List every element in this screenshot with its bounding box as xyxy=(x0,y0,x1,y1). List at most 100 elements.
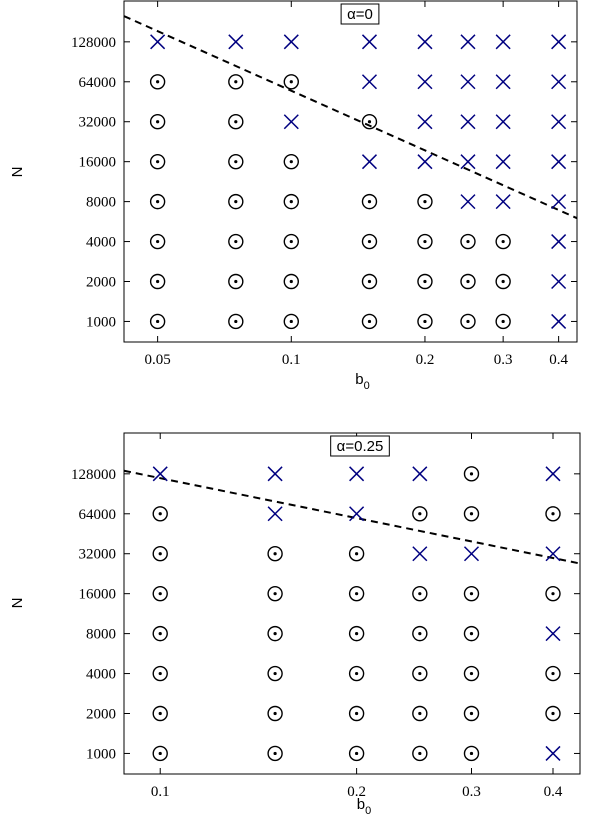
circle-ring xyxy=(267,546,283,562)
circle-dot-marker xyxy=(495,313,511,330)
circle-ring xyxy=(149,74,166,90)
circle-center-dot xyxy=(501,319,505,324)
cross-marker xyxy=(545,745,561,761)
circle-dot-marker xyxy=(463,705,480,722)
circle-dot-marker xyxy=(361,313,378,330)
circle-ring xyxy=(267,705,283,722)
cross-stroke xyxy=(417,74,433,90)
y-tick-label: 1000 xyxy=(86,314,116,330)
circle-ring xyxy=(267,585,283,602)
circle-dot-marker xyxy=(267,585,283,602)
cross-marker xyxy=(495,74,511,90)
circle-dot-marker xyxy=(149,153,166,170)
circle-center-dot xyxy=(418,671,422,676)
chart-title-box xyxy=(340,3,380,25)
cross-marker xyxy=(152,466,168,482)
circle-center-dot xyxy=(273,671,277,676)
cross-stroke xyxy=(152,466,168,482)
circle-ring xyxy=(361,193,378,210)
cross-marker xyxy=(551,234,567,250)
circle-ring xyxy=(460,233,476,250)
y-axis-label: N xyxy=(9,598,26,609)
x-tick-label: 0.2 xyxy=(416,352,435,368)
circle-dot-marker xyxy=(412,585,428,602)
circle-ring xyxy=(152,585,168,602)
circle-ring xyxy=(228,114,244,130)
circle-ring xyxy=(283,193,299,210)
circle-center-dot xyxy=(273,552,277,556)
x-tick-label: 0.3 xyxy=(494,352,513,368)
circle-ring xyxy=(228,193,244,210)
chart-title: α=0 xyxy=(340,3,380,25)
circle-dot-marker xyxy=(152,625,168,642)
circle-ring xyxy=(149,193,166,210)
circle-ring xyxy=(149,233,166,250)
cross-marker xyxy=(545,626,561,642)
circle-ring xyxy=(460,313,476,330)
cross-stroke xyxy=(417,114,433,130)
circle-ring xyxy=(495,233,511,250)
plot-frame xyxy=(123,0,578,343)
circle-dot-marker xyxy=(460,313,476,330)
cross-marker xyxy=(551,154,567,170)
circle-ring xyxy=(228,74,244,90)
cross-marker xyxy=(361,154,378,170)
circle-center-dot xyxy=(355,632,359,636)
circle-dot-marker xyxy=(283,233,299,250)
cross-marker xyxy=(361,34,378,50)
circle-ring xyxy=(361,273,378,290)
circle-dot-marker xyxy=(283,313,299,330)
circle-center-dot xyxy=(289,239,293,244)
circle-dot-marker xyxy=(463,466,480,482)
circle-center-dot xyxy=(501,279,505,284)
circle-dot-marker xyxy=(348,585,365,602)
chart-title: α=0.25 xyxy=(330,435,390,457)
y-tick-label: 4000 xyxy=(86,667,116,683)
cross-marker xyxy=(460,114,476,130)
circle-dot-marker xyxy=(228,233,244,250)
cross-marker xyxy=(150,34,166,50)
circle-ring xyxy=(412,705,428,722)
cross-stroke xyxy=(412,466,428,482)
circle-ring xyxy=(463,466,480,482)
y-axis-label: N xyxy=(9,167,26,178)
circle-dot-marker xyxy=(361,193,378,210)
cross-marker xyxy=(349,466,365,482)
circle-center-dot xyxy=(418,592,422,596)
circle-center-dot xyxy=(355,711,359,716)
circle-ring xyxy=(412,745,428,762)
y-tick-label: 64000 xyxy=(79,75,117,91)
circle-center-dot xyxy=(418,632,422,636)
circle-center-dot xyxy=(289,279,293,284)
cross-marker xyxy=(283,114,299,130)
circle-ring xyxy=(463,665,480,682)
cross-marker xyxy=(417,74,433,90)
circle-dot-marker xyxy=(545,705,561,722)
circle-center-dot xyxy=(469,711,474,716)
cross-stroke xyxy=(460,114,476,130)
circle-dot-marker xyxy=(228,313,244,330)
cross-stroke xyxy=(551,114,567,130)
cross-stroke xyxy=(460,34,476,50)
circle-center-dot xyxy=(355,751,359,756)
circle-center-dot xyxy=(423,239,427,244)
circle-dot-marker xyxy=(267,745,283,762)
circle-center-dot xyxy=(367,319,372,324)
cross-marker xyxy=(460,34,476,50)
circle-ring xyxy=(545,705,561,722)
x-axis-label-subscript: 0 xyxy=(364,380,370,392)
cross-marker xyxy=(495,34,511,50)
y-tick-label: 2000 xyxy=(86,275,116,291)
circle-dot-marker xyxy=(545,585,561,602)
cross-stroke xyxy=(551,34,567,50)
y-tick-label: 64000 xyxy=(79,507,117,523)
circle-ring xyxy=(545,506,561,522)
circle-center-dot xyxy=(469,512,474,516)
circle-center-dot xyxy=(158,512,162,516)
chart-panel-2: 1000 2000 4000 8000 16000 32000 64000 128000 0.1… xyxy=(9,432,581,817)
cross-marker xyxy=(545,466,561,482)
cross-stroke xyxy=(495,34,511,50)
circle-center-dot xyxy=(355,671,359,676)
circle-ring xyxy=(463,625,480,642)
circle-center-dot xyxy=(551,512,555,516)
